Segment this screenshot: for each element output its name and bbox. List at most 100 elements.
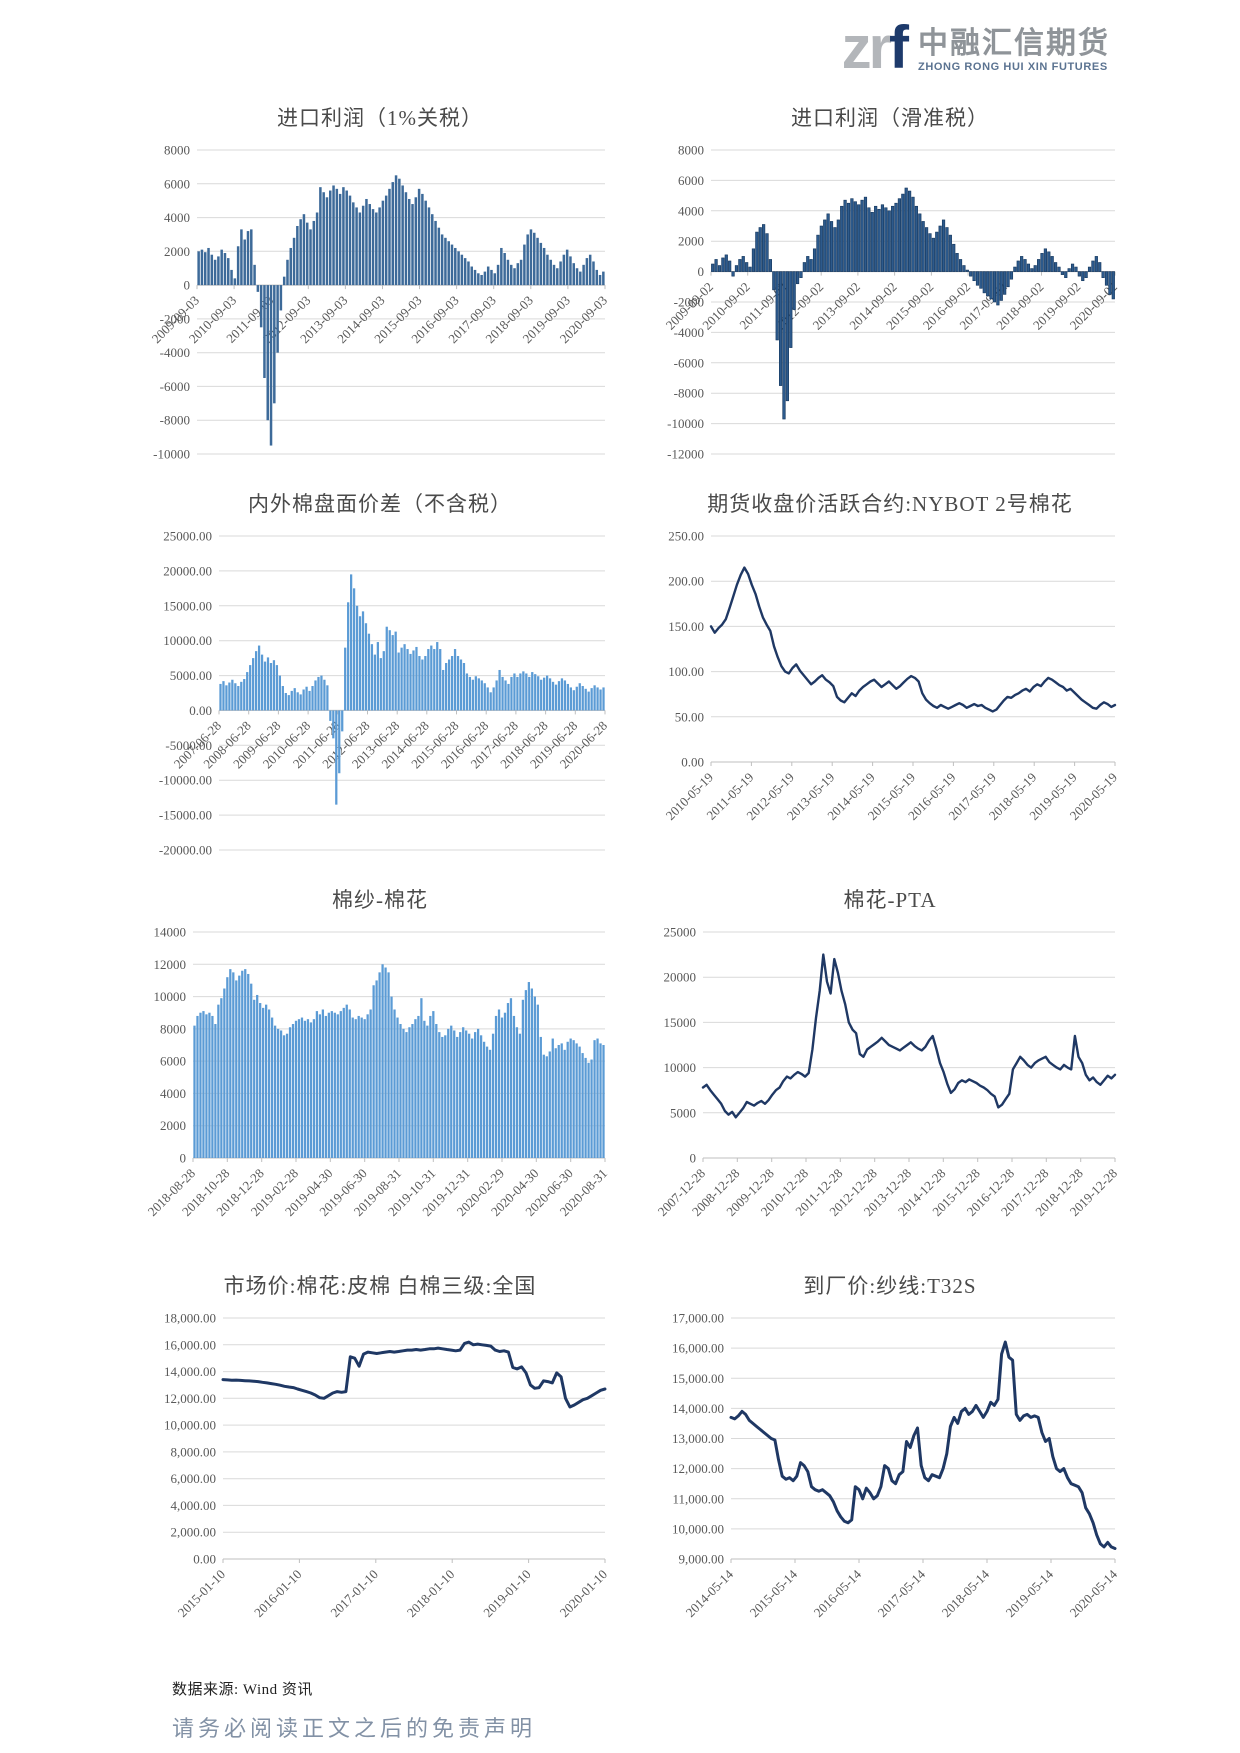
- chart-nybot-cotton2-close: 期货收盘价活跃合约:NYBOT 2号棉花 250.00 200.00 150.00 1…: [655, 486, 1125, 864]
- chart-cotton-spread-ex-tax: 内外棉盘面价差（不含税） 25000.00 20000.00 15000.00 100…: [145, 486, 615, 864]
- svg-text:8000: 8000: [678, 143, 704, 158]
- svg-text:5000: 5000: [670, 1105, 696, 1120]
- chart-title: 市场价:棉花:皮棉 白棉三级:全国: [223, 1274, 537, 1298]
- svg-text:-15000.00: -15000.00: [159, 808, 212, 823]
- svg-text:12000: 12000: [154, 957, 187, 972]
- svg-text:8000: 8000: [164, 143, 190, 158]
- svg-text:14000: 14000: [154, 925, 187, 940]
- svg-text:-2000: -2000: [160, 311, 190, 326]
- svg-text:2000: 2000: [164, 244, 190, 259]
- svg-text:10,000.00: 10,000.00: [672, 1521, 724, 1536]
- svg-text:16,000.00: 16,000.00: [672, 1341, 724, 1356]
- chart-nybot-cotton2-close-canvas: 250.00200.00150.00100.0050.000.002010-05…: [663, 529, 1121, 824]
- chart-import-profit-1pct-tariff-canvas: 8000 6000 4000 2000 0 -2000 -4000 -6000 -8000 -10…: [149, 143, 611, 462]
- svg-text:0: 0: [690, 1151, 697, 1166]
- svg-text:2018-01-10: 2018-01-10: [404, 1567, 458, 1621]
- svg-text:2015-01-10: 2015-01-10: [175, 1567, 229, 1621]
- svg-text:25000: 25000: [664, 925, 697, 940]
- svg-text:2000: 2000: [160, 1118, 186, 1133]
- chart-cotton-spread-ex-tax-canvas: 25000.00 20000.00 15000.00 10000.00 5000.00 0…: [159, 529, 610, 858]
- chart-cotton-minus-pta-canvas: 25000200001500010000500002007-12-282008-…: [655, 925, 1120, 1220]
- svg-text:-5000.00: -5000.00: [165, 738, 212, 753]
- svg-text:2017-01-10: 2017-01-10: [327, 1567, 381, 1621]
- svg-text:-6000: -6000: [160, 379, 190, 394]
- svg-text:2020-01-10: 2020-01-10: [557, 1567, 611, 1621]
- svg-text:10000.00: 10000.00: [163, 633, 212, 648]
- svg-text:-4000: -4000: [160, 345, 190, 360]
- svg-text:150.00: 150.00: [668, 619, 704, 634]
- chart-title: 棉花-PTA: [843, 888, 937, 912]
- svg-text:2019-05-14: 2019-05-14: [1003, 1566, 1057, 1620]
- svg-text:2016-01-10: 2016-01-10: [251, 1567, 305, 1621]
- svg-text:8,000.00: 8,000.00: [171, 1444, 217, 1459]
- svg-text:11,000.00: 11,000.00: [672, 1491, 724, 1506]
- logo-wordmark: 中融汇信期货 ZHONG RONG HUI XIN FUTURES: [918, 26, 1110, 73]
- svg-text:13,000.00: 13,000.00: [672, 1431, 724, 1446]
- svg-text:-10000: -10000: [153, 447, 190, 462]
- svg-text:200.00: 200.00: [668, 574, 704, 589]
- svg-text:10000: 10000: [154, 989, 187, 1004]
- chart-title: 到厂价:纱线:T32S: [803, 1274, 977, 1298]
- svg-text:2014-05-14: 2014-05-14: [683, 1566, 737, 1620]
- svg-text:8000: 8000: [160, 1021, 186, 1036]
- company-name-en: ZHONG RONG HUI XIN FUTURES: [918, 61, 1108, 73]
- svg-text:12,000.00: 12,000.00: [672, 1461, 724, 1476]
- svg-text:50.00: 50.00: [675, 709, 704, 724]
- chart-import-profit-sliding-tax: 进口利润（滑准税） 8000 6000 4000 2000 0 -2000 -4000 -60…: [655, 100, 1125, 468]
- svg-text:2,000.00: 2,000.00: [171, 1525, 217, 1540]
- chart-market-price-lint-cotton: 市场价:棉花:皮棉 白棉三级:全国 18,000.00 16,000.00 14,0…: [145, 1268, 615, 1651]
- chart-title: 棉纱-棉花: [332, 888, 428, 912]
- svg-text:14,000.00: 14,000.00: [672, 1401, 724, 1416]
- svg-text:4000: 4000: [160, 1086, 186, 1101]
- chart-cotton-minus-pta: 棉花-PTA 25000 20000 15000 10000 5000 0 2007-12-…: [655, 882, 1125, 1250]
- chart-title: 进口利润（滑准税）: [791, 106, 989, 130]
- svg-text:6000: 6000: [160, 1054, 186, 1069]
- svg-text:20000.00: 20000.00: [163, 563, 212, 578]
- svg-text:-10000.00: -10000.00: [159, 773, 212, 788]
- chart-factory-price-yarn-t32s: 到厂价:纱线:T32S 17,000.00 16,000.00 15,000.00 1…: [655, 1268, 1125, 1651]
- svg-text:15,000.00: 15,000.00: [672, 1371, 724, 1386]
- svg-text:0.00: 0.00: [189, 703, 212, 718]
- footer: 数据来源: Wind 资讯 请务必阅读正文之后的免责声明: [172, 1678, 536, 1743]
- chart-title: 进口利润（1%关税）: [277, 106, 483, 130]
- svg-text:6000: 6000: [678, 173, 704, 188]
- svg-text:2019-01-10: 2019-01-10: [480, 1567, 534, 1621]
- svg-text:2000: 2000: [678, 234, 704, 249]
- chart-title: 内外棉盘面价差（不含税）: [248, 492, 512, 516]
- charts-grid: 进口利润（1%关税） 8000 6000 4000 2000 0 -2000 -4000 -6…: [145, 100, 1125, 1651]
- svg-text:0: 0: [184, 278, 191, 293]
- logo-f-text: f: [889, 14, 909, 81]
- chart-import-profit-1pct-tariff: 进口利润（1%关税） 8000 6000 4000 2000 0 -2000 -4000 -6…: [145, 100, 615, 468]
- svg-text:-4000: -4000: [674, 325, 704, 340]
- svg-text:2020-05-14: 2020-05-14: [1067, 1566, 1121, 1620]
- zrf-logo: zrf: [842, 18, 909, 78]
- svg-text:20000: 20000: [664, 970, 697, 985]
- svg-text:100.00: 100.00: [668, 664, 704, 679]
- svg-text:12,000.00: 12,000.00: [164, 1391, 216, 1406]
- svg-text:-8000: -8000: [160, 413, 190, 428]
- svg-text:0: 0: [698, 264, 705, 279]
- chart-market-price-lint-cotton-canvas: 18,000.00 16,000.00 14,000.00 12,000.00 10,0…: [164, 1311, 611, 1621]
- svg-text:4000: 4000: [678, 203, 704, 218]
- logo-zr-text: zr: [841, 14, 892, 81]
- svg-text:-12000: -12000: [667, 447, 704, 462]
- disclaimer-note: 请务必阅读正文之后的免责声明: [172, 1716, 537, 1741]
- company-name-cn: 中融汇信期货: [918, 26, 1110, 60]
- svg-text:4,000.00: 4,000.00: [171, 1498, 217, 1513]
- svg-text:9,000.00: 9,000.00: [679, 1552, 725, 1567]
- chart-yarn-minus-cotton-canvas: 140001200010000800060004000200002018-08-…: [145, 925, 610, 1220]
- svg-text:10,000.00: 10,000.00: [164, 1418, 216, 1433]
- svg-text:4000: 4000: [164, 210, 190, 225]
- svg-text:250.00: 250.00: [668, 529, 704, 544]
- svg-text:6000: 6000: [164, 176, 190, 191]
- svg-text:2016-05-14: 2016-05-14: [811, 1566, 865, 1620]
- svg-text:2018-05-14: 2018-05-14: [939, 1566, 993, 1620]
- header: zrf 中融汇信期货 ZHONG RONG HUI XIN FUTURES: [842, 18, 1110, 78]
- svg-text:0.00: 0.00: [193, 1552, 216, 1567]
- svg-text:2017-05-14: 2017-05-14: [875, 1566, 929, 1620]
- svg-text:15000: 15000: [664, 1015, 697, 1030]
- svg-text:17,000.00: 17,000.00: [672, 1311, 724, 1326]
- svg-text:18,000.00: 18,000.00: [164, 1311, 216, 1326]
- svg-text:0.00: 0.00: [681, 755, 704, 770]
